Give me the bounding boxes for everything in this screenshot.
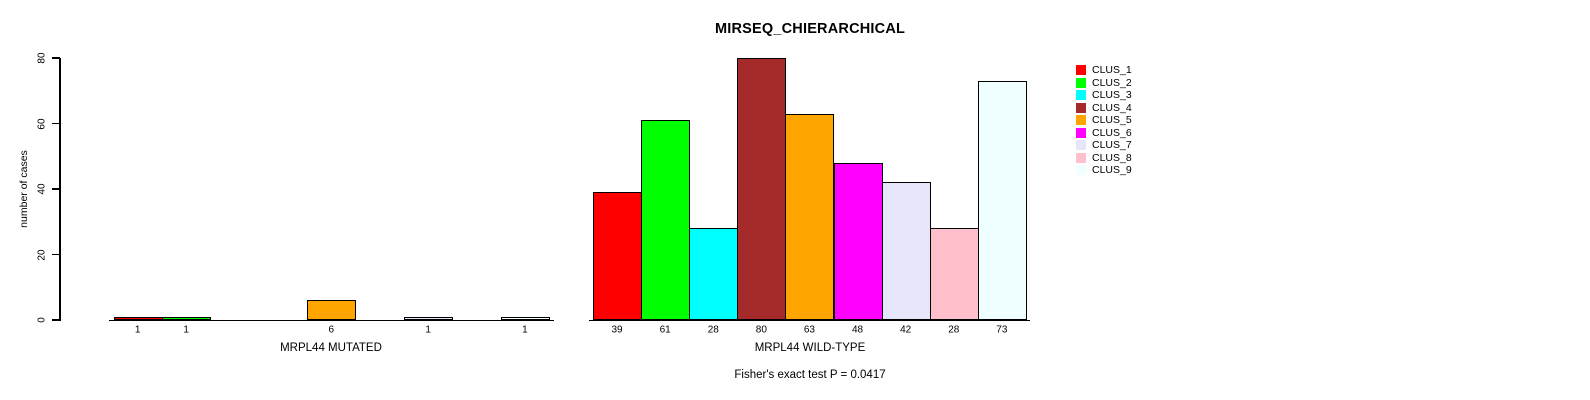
bar-CLUS_5 [307, 300, 357, 320]
bar-CLUS_2 [641, 120, 691, 320]
bar-value-label: 63 [803, 324, 815, 336]
bar-value-label: 28 [707, 324, 719, 336]
legend-item-label: CLUS_8 [1092, 151, 1132, 164]
bar-CLUS_1 [593, 192, 643, 320]
bar-CLUS_5 [785, 113, 835, 320]
y-axis-tick-label: 80 [36, 52, 48, 64]
y-axis-tick-mark [52, 253, 60, 256]
y-axis-tick-label: 60 [36, 117, 48, 130]
bar-value-label: 6 [328, 324, 335, 336]
legend-color-swatch [1076, 165, 1086, 175]
legend-color-swatch [1076, 127, 1086, 138]
legend-item-label: CLUS_1 [1092, 64, 1132, 76]
legend-color-swatch [1076, 115, 1086, 125]
legend-color-swatch [1076, 65, 1086, 75]
bar-CLUS_6 [833, 162, 883, 320]
bar-value-label: 80 [755, 324, 767, 336]
legend-item-label: CLUS_7 [1092, 139, 1132, 151]
bar-value-label: 42 [900, 324, 912, 336]
bar-value-label: 1 [522, 324, 528, 336]
bar-value-label: 73 [996, 324, 1008, 336]
y-axis-tick-mark [52, 319, 60, 321]
legend-item-label: CLUS_9 [1092, 164, 1132, 176]
group-label-wild-type: MRPL44 WILD-TYPE [754, 342, 866, 354]
group-baseline [589, 319, 1030, 321]
bar-CLUS_2 [161, 316, 212, 320]
bar-value-label: 61 [659, 324, 671, 336]
chart-title: MIRSEQ_CHIERARCHICAL [714, 21, 906, 37]
bar-CLUS_3 [689, 228, 739, 320]
y-axis-tick-mark [52, 57, 60, 59]
bar-CLUS_7 [881, 182, 931, 320]
legend-item-label: CLUS_3 [1092, 89, 1132, 101]
y-axis-tick-mark [52, 122, 60, 125]
legend-item-label: CLUS_6 [1092, 126, 1132, 139]
y-axis-tick-label: 20 [36, 248, 48, 261]
bar-CLUS_9 [977, 80, 1027, 320]
legend-item-label: CLUS_5 [1092, 114, 1132, 126]
legend-color-swatch [1076, 77, 1086, 88]
bar-value-label: 1 [183, 324, 189, 336]
bar-value-label: 1 [425, 324, 431, 336]
bar-value-label: 1 [134, 324, 141, 336]
y-axis-tick-label: 40 [36, 183, 48, 195]
legend-color-swatch [1076, 140, 1086, 150]
legend-color-swatch [1076, 90, 1086, 100]
legend-item-label: CLUS_2 [1092, 76, 1132, 89]
fisher-test-annotation: Fisher's exact test P = 0.0417 [734, 369, 886, 381]
bar-CLUS_8 [929, 228, 979, 320]
bar-CLUS_4 [737, 58, 787, 320]
bar-value-label: 28 [948, 324, 960, 336]
legend-color-swatch [1076, 152, 1086, 163]
group-label-mutated: MRPL44 MUTATED [280, 342, 382, 354]
bar-CLUS_9 [500, 316, 551, 320]
y-axis-title: number of cases [18, 150, 30, 228]
bar-value-label: 39 [611, 324, 623, 336]
y-axis-tick-mark [52, 188, 60, 190]
y-axis-tick-label: 0 [36, 317, 48, 323]
bar-CLUS_7 [403, 316, 454, 320]
legend-color-swatch [1076, 102, 1086, 113]
legend-item-label: CLUS_4 [1092, 101, 1132, 114]
group-baseline [109, 319, 554, 321]
bar-CLUS_1 [113, 316, 163, 320]
bar-value-label: 48 [851, 324, 864, 336]
